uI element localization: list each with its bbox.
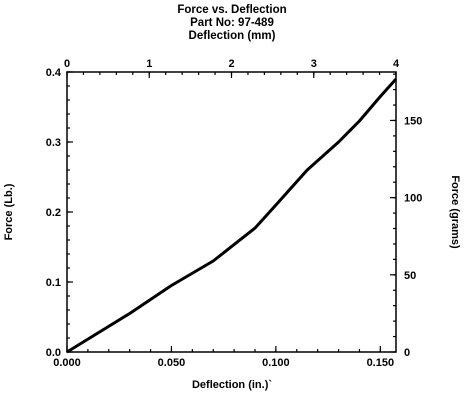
y-tick-label: 0.3 bbox=[46, 137, 61, 149]
x-tick-label: 0.150 bbox=[367, 357, 395, 369]
top-axis-label: Deflection (mm) bbox=[189, 30, 276, 42]
chart-title-line-1: Force vs. Deflection bbox=[177, 4, 286, 16]
right-axis-label: Force (grams) bbox=[449, 175, 461, 249]
top-tick-label: 4 bbox=[393, 58, 400, 70]
y-axis-label: Force (Lb.) bbox=[3, 183, 15, 240]
y-tick-label: 0.4 bbox=[46, 67, 62, 79]
axis-ticks: 0.000 0.050 0.100 0.150 0 1 2 3 4 0.0 0.1 0.2 0.3 0.4… bbox=[46, 58, 423, 369]
series-layer bbox=[66, 77, 398, 354]
right-tick-label: 0 bbox=[404, 347, 410, 359]
x-axis-label: Deflection (in.)` bbox=[192, 379, 272, 391]
x-tick-label: 0.000 bbox=[53, 357, 81, 369]
x-tick-label: 0.100 bbox=[262, 357, 290, 369]
chart-title-line-2: Part No: 97-489 bbox=[190, 17, 274, 29]
x-tick-label: 0.050 bbox=[158, 357, 186, 369]
right-tick-label: 50 bbox=[404, 270, 416, 282]
y-tick-label: 0.1 bbox=[46, 277, 61, 289]
top-tick-label: 0 bbox=[64, 58, 70, 70]
right-tick-label: 150 bbox=[404, 115, 422, 127]
chart-title: Force vs. Deflection Part No: 97-489 Def… bbox=[177, 4, 286, 42]
plot-frame bbox=[66, 71, 397, 353]
y-tick-label: 0.0 bbox=[46, 347, 61, 359]
right-tick-label: 100 bbox=[404, 193, 422, 205]
series-line bbox=[66, 77, 398, 354]
top-tick-label: 3 bbox=[311, 58, 317, 70]
y-tick-label: 0.2 bbox=[46, 207, 61, 219]
top-tick-label: 1 bbox=[146, 58, 152, 70]
top-tick-label: 2 bbox=[228, 58, 234, 70]
